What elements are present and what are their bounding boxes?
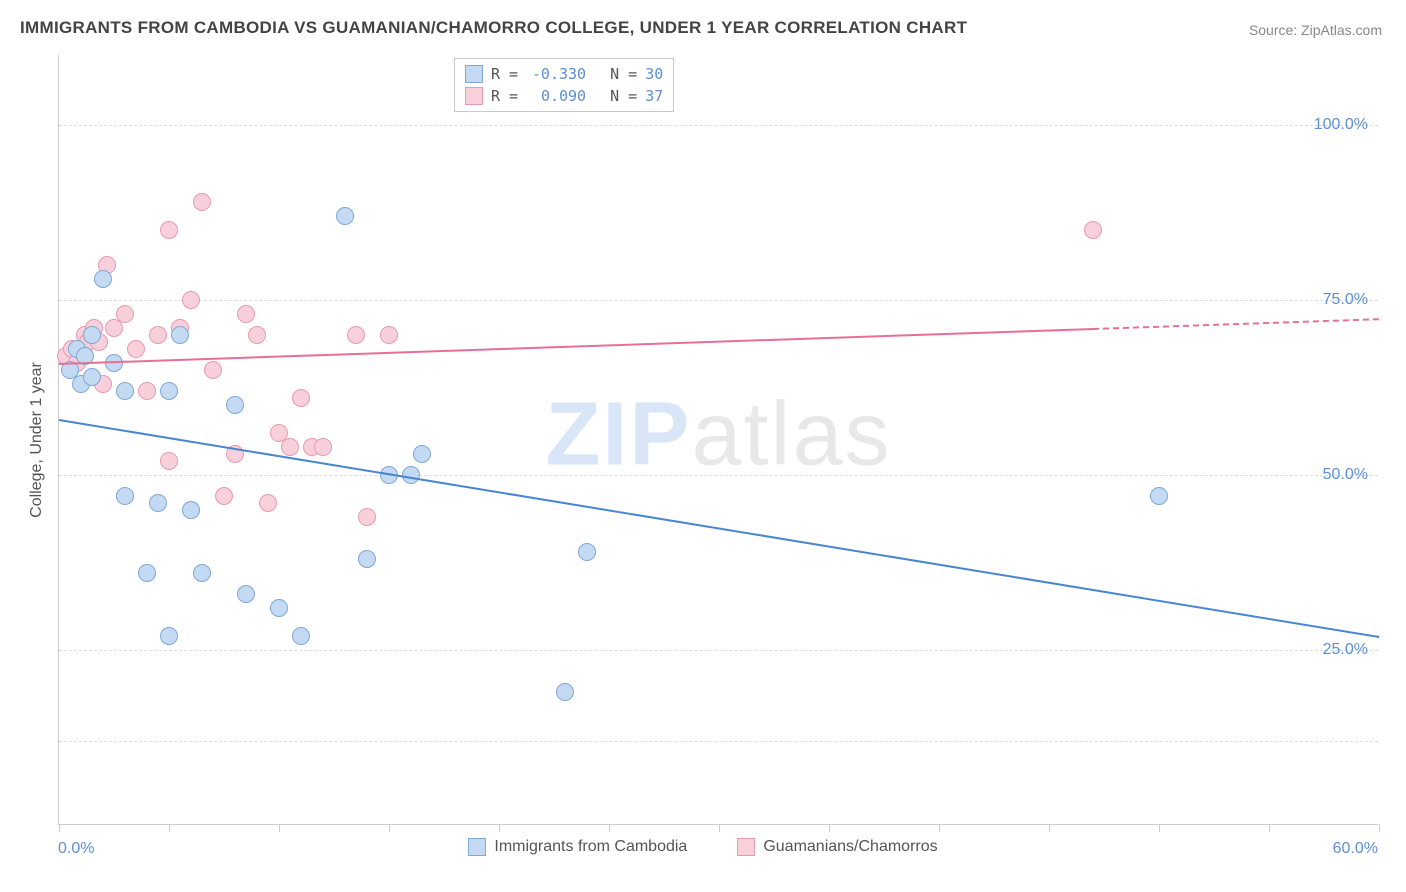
x-tick xyxy=(279,824,280,832)
pink-point xyxy=(149,326,167,344)
blue-point xyxy=(171,326,189,344)
bottom-legend: Immigrants from Cambodia Guamanians/Chamo… xyxy=(0,838,1406,856)
pink-point xyxy=(314,438,332,456)
x-tick xyxy=(1269,824,1270,832)
blue-point xyxy=(149,494,167,512)
pink-point xyxy=(193,193,211,211)
x-tick xyxy=(939,824,940,832)
plot-area: ZIPatlas 25.0% 50.0% 75.0% 100.0% xyxy=(58,55,1378,825)
gridline xyxy=(59,475,1378,476)
r-label: R = xyxy=(491,87,518,105)
blue-point xyxy=(193,564,211,582)
pink-point xyxy=(1084,221,1102,239)
stats-legend-row: R = 0.090 N = 37 xyxy=(465,85,663,107)
blue-point xyxy=(138,564,156,582)
blue-point xyxy=(358,550,376,568)
x-tick xyxy=(719,824,720,832)
gridline xyxy=(59,300,1378,301)
pink-point xyxy=(204,361,222,379)
pink-point xyxy=(237,305,255,323)
blue-point xyxy=(160,627,178,645)
pink-point xyxy=(347,326,365,344)
blue-point xyxy=(556,683,574,701)
blue-point xyxy=(116,382,134,400)
blue-point xyxy=(237,585,255,603)
y-tick-label: 100.0% xyxy=(1314,116,1368,134)
x-tick xyxy=(1049,824,1050,832)
pink-point xyxy=(259,494,277,512)
blue-point xyxy=(83,368,101,386)
pink-point xyxy=(160,221,178,239)
source-attribution: Source: ZipAtlas.com xyxy=(1249,22,1382,38)
x-tick xyxy=(499,824,500,832)
legend-swatch-icon xyxy=(465,65,483,83)
pink-point xyxy=(248,326,266,344)
trendline xyxy=(1093,318,1379,330)
pink-point xyxy=(182,291,200,309)
blue-point xyxy=(182,501,200,519)
blue-point xyxy=(94,270,112,288)
stats-legend: R = -0.330 N = 30 R = 0.090 N = 37 xyxy=(454,58,674,112)
bottom-legend-item: Guamanians/Chamorros xyxy=(737,838,937,856)
watermark: ZIPatlas xyxy=(545,383,891,486)
y-axis-title: College, Under 1 year xyxy=(28,362,46,518)
pink-point xyxy=(116,305,134,323)
gridline xyxy=(59,125,1378,126)
n-value: 30 xyxy=(645,65,663,83)
legend-swatch-icon xyxy=(465,87,483,105)
bottom-legend-item: Immigrants from Cambodia xyxy=(468,838,687,856)
chart-title: IMMIGRANTS FROM CAMBODIA VS GUAMANIAN/CH… xyxy=(20,18,967,38)
r-value: -0.330 xyxy=(526,65,586,83)
x-tick xyxy=(59,824,60,832)
blue-point xyxy=(336,207,354,225)
blue-point xyxy=(116,487,134,505)
r-label: R = xyxy=(491,65,518,83)
x-tick xyxy=(169,824,170,832)
y-tick-label: 75.0% xyxy=(1323,291,1368,309)
n-label: N = xyxy=(610,65,637,83)
x-tick xyxy=(609,824,610,832)
blue-point xyxy=(83,326,101,344)
legend-label: Guamanians/Chamorros xyxy=(763,838,937,856)
gridline xyxy=(59,741,1378,742)
trendline xyxy=(59,419,1379,638)
pink-point xyxy=(160,452,178,470)
r-value: 0.090 xyxy=(526,87,586,105)
y-tick-label: 25.0% xyxy=(1323,641,1368,659)
x-tick xyxy=(1379,824,1380,832)
pink-point xyxy=(358,508,376,526)
gridline xyxy=(59,650,1378,651)
stats-legend-row: R = -0.330 N = 30 xyxy=(465,63,663,85)
blue-point xyxy=(160,382,178,400)
blue-point xyxy=(578,543,596,561)
x-tick xyxy=(829,824,830,832)
n-value: 37 xyxy=(645,87,663,105)
n-label: N = xyxy=(610,87,637,105)
x-tick xyxy=(389,824,390,832)
legend-swatch-icon xyxy=(737,838,755,856)
blue-point xyxy=(292,627,310,645)
legend-label: Immigrants from Cambodia xyxy=(494,838,687,856)
blue-point xyxy=(413,445,431,463)
blue-point xyxy=(226,396,244,414)
pink-point xyxy=(281,438,299,456)
legend-swatch-icon xyxy=(468,838,486,856)
x-tick xyxy=(1159,824,1160,832)
pink-point xyxy=(380,326,398,344)
pink-point xyxy=(215,487,233,505)
trendline xyxy=(59,328,1093,365)
pink-point xyxy=(138,382,156,400)
pink-point xyxy=(127,340,145,358)
blue-point xyxy=(1150,487,1168,505)
y-tick-label: 50.0% xyxy=(1323,466,1368,484)
blue-point xyxy=(270,599,288,617)
pink-point xyxy=(292,389,310,407)
